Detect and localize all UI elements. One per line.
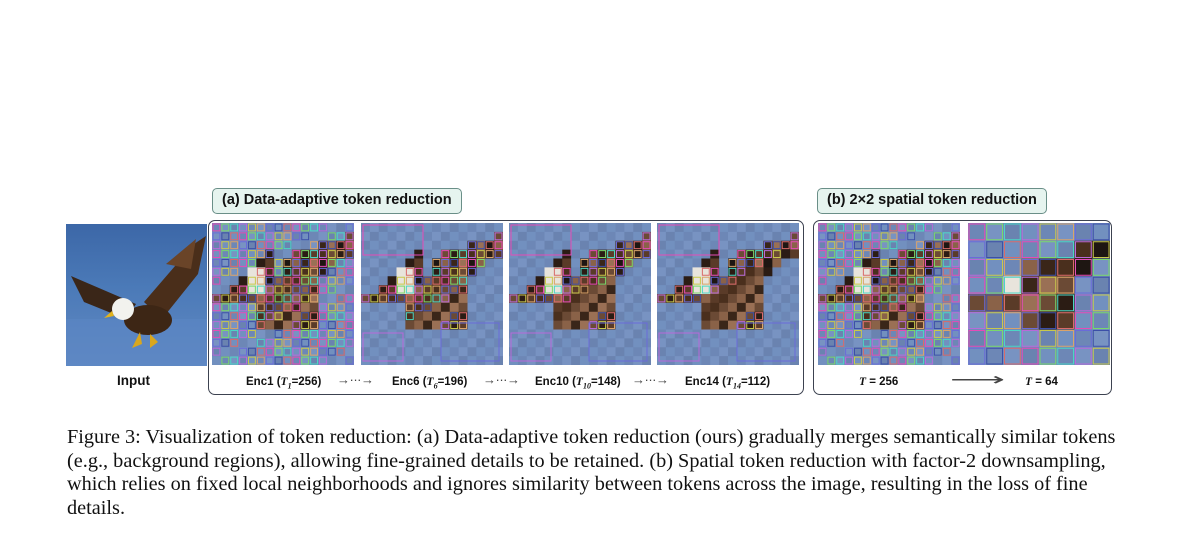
stage-label-enc14: Enc14 (T14=112) bbox=[685, 376, 771, 391]
stage-label-t256: T = 256 bbox=[859, 376, 899, 388]
spatial-64-token-map bbox=[968, 223, 1110, 365]
arrow-2: →···→ bbox=[483, 372, 520, 387]
panel-b-title: (b) 2×2 spatial token reduction bbox=[817, 188, 1047, 214]
arrow-1: →···→ bbox=[337, 372, 374, 387]
input-eagle-image bbox=[66, 224, 207, 366]
arrow-4: ⟶ bbox=[950, 372, 1005, 389]
enc14-token-map bbox=[657, 223, 799, 365]
panel-b-frame bbox=[813, 220, 1112, 395]
enc10-token-map bbox=[509, 223, 651, 365]
input-label: Input bbox=[117, 373, 150, 388]
figure-caption: Figure 3: Visualization of token reducti… bbox=[67, 426, 1116, 519]
spatial-256-token-map bbox=[818, 223, 960, 365]
panel-a-title: (a) Data-adaptive token reduction bbox=[212, 188, 462, 214]
stage-label-enc1: Enc1 (T1=256) bbox=[246, 376, 322, 391]
panel-a-frame bbox=[208, 220, 804, 395]
stage-label-enc6: Enc6 (T6=196) bbox=[392, 376, 468, 391]
stage-label-enc10: Enc10 (T10=148) bbox=[535, 376, 621, 391]
enc6-token-map bbox=[361, 223, 503, 365]
enc1-token-map bbox=[212, 223, 354, 365]
stage-label-t64: T = 64 bbox=[1025, 376, 1058, 388]
arrow-3: →···→ bbox=[632, 372, 669, 387]
